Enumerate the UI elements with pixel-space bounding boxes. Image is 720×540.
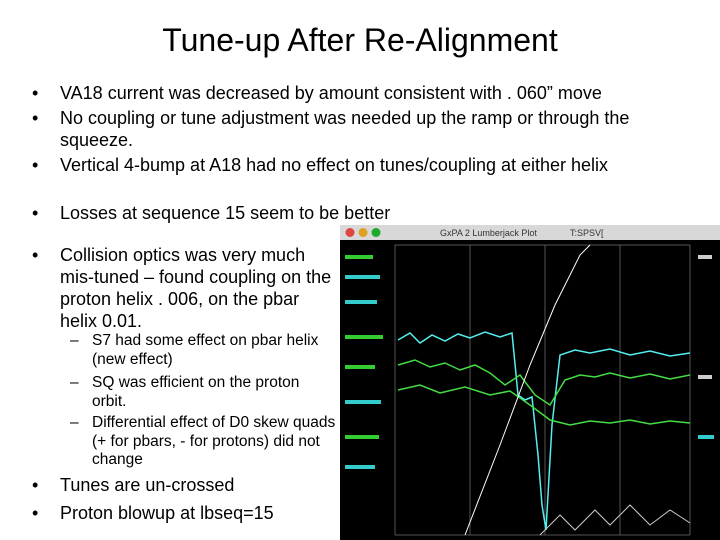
bullet: Proton blowup at lbseq=15 xyxy=(32,502,340,524)
sub-bullet: Differential effect of D0 skew quads (+ … xyxy=(70,414,337,470)
bullet: Vertical 4-bump at A18 had no effect on … xyxy=(32,154,660,176)
bullet: Losses at sequence 15 seem to be better xyxy=(32,202,660,224)
window-tag: T:SPSV[ xyxy=(570,228,604,238)
slide-title: Tune-up After Re-Alignment xyxy=(162,22,558,58)
bullet: Tunes are un-crossed xyxy=(32,474,340,496)
window-titlebar xyxy=(340,225,720,240)
trace xyxy=(539,504,691,536)
bullet: Collision optics was very much mis-tuned… xyxy=(32,244,340,332)
zoom-button xyxy=(371,228,381,237)
trace xyxy=(397,384,691,426)
plot-screenshot: GxPA 2 Lumberjack Plot T:SPSV[ xyxy=(340,225,720,540)
trace xyxy=(397,331,691,531)
trace xyxy=(464,244,591,536)
sub-bullet: SQ was efficient on the proton orbit. xyxy=(70,374,337,411)
window-title: GxPA 2 Lumberjack Plot xyxy=(440,228,537,238)
plot-side-labels xyxy=(345,255,714,469)
plot-grid xyxy=(394,244,691,536)
plot-background xyxy=(340,240,720,540)
minimize-button xyxy=(358,228,368,237)
bullet: No coupling or tune adjustment was neede… xyxy=(32,107,690,151)
sub-bullet: S7 had some effect on pbar helix (new ef… xyxy=(70,332,337,369)
trace xyxy=(397,359,691,407)
bullet: VA18 current was decreased by amount con… xyxy=(32,82,710,104)
close-button xyxy=(345,228,355,237)
